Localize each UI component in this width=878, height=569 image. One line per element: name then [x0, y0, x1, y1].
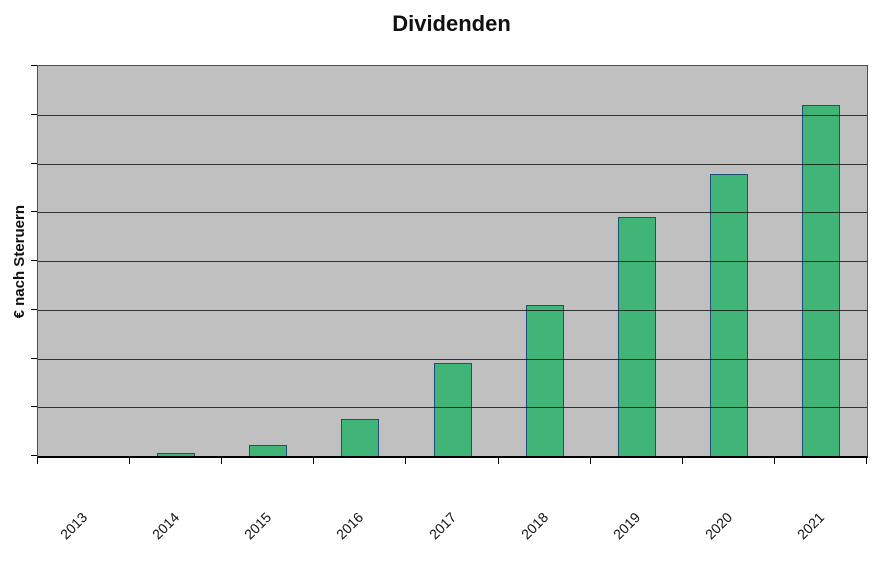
- x-axis-label-2020: 2020: [701, 509, 736, 543]
- y-axis-tick: [31, 406, 37, 407]
- x-axis-label-2014: 2014: [148, 509, 183, 543]
- x-axis-tick: [221, 457, 222, 464]
- gridline: [38, 359, 867, 360]
- x-axis-label-2013: 2013: [56, 509, 91, 543]
- y-axis-tick: [31, 358, 37, 359]
- gridline: [38, 164, 867, 165]
- gridline: [38, 261, 867, 262]
- y-axis-tick: [31, 211, 37, 212]
- x-axis-tick: [590, 457, 591, 464]
- x-axis-tick: [866, 457, 867, 464]
- y-axis-tick: [31, 163, 37, 164]
- bar-2020: [710, 174, 748, 456]
- x-axis-label-2016: 2016: [332, 509, 367, 543]
- x-axis-label-2015: 2015: [240, 509, 275, 543]
- x-axis-tick: [682, 457, 683, 464]
- x-axis-label-2018: 2018: [517, 509, 552, 543]
- bar-2016: [341, 419, 379, 456]
- y-axis-tick: [31, 65, 37, 66]
- chart-title: Dividenden: [392, 11, 511, 36]
- bar-2015: [249, 445, 287, 456]
- x-axis-label-2017: 2017: [425, 509, 460, 543]
- y-axis-title: € nach Steruern: [8, 196, 30, 328]
- x-axis-tick: [37, 457, 38, 464]
- x-axis-tick: [774, 457, 775, 464]
- bar-2018: [526, 305, 564, 456]
- gridline: [38, 407, 867, 408]
- gridline: [38, 310, 867, 311]
- plot-area: [37, 65, 868, 458]
- x-axis-tick: [498, 457, 499, 464]
- bar-2019: [618, 217, 656, 456]
- gridline: [38, 115, 867, 116]
- y-axis-tick: [31, 114, 37, 115]
- x-axis-label-2019: 2019: [609, 509, 644, 543]
- y-axis-title-text: € nach Steruern: [10, 205, 28, 319]
- gridline: [38, 212, 867, 213]
- bar-2014: [157, 453, 195, 456]
- y-axis-tick: [31, 455, 37, 456]
- x-axis-label-2021: 2021: [793, 509, 828, 543]
- y-axis-tick: [31, 309, 37, 310]
- x-axis-tick: [405, 457, 406, 464]
- x-axis-tick: [313, 457, 314, 464]
- bar-2017: [434, 363, 472, 456]
- y-axis-tick: [31, 260, 37, 261]
- x-axis-tick: [129, 457, 130, 464]
- bar-2021: [802, 105, 840, 456]
